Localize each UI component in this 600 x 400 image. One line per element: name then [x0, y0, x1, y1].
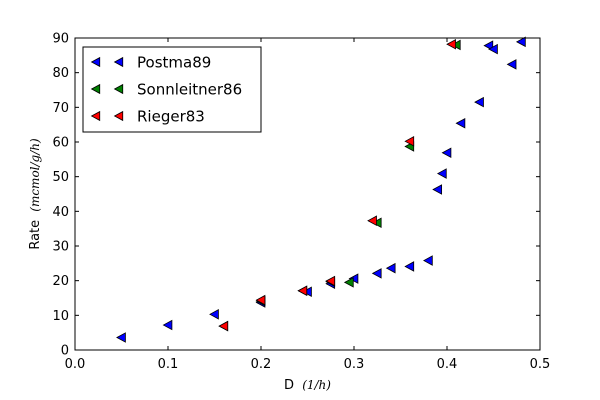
data-point	[162, 319, 173, 331]
legend-marker	[113, 83, 124, 95]
data-point	[455, 118, 466, 129]
data-point	[474, 96, 484, 108]
y-tick-label: 10	[52, 309, 69, 324]
data-point	[218, 320, 229, 332]
x-tick-label: 0.5	[530, 357, 551, 372]
legend-label: Sonnleitner86	[137, 81, 242, 99]
legend: Postma89 Sonnleitner86 Rieger83	[82, 46, 262, 133]
data-point	[209, 309, 219, 320]
data-point	[432, 184, 443, 195]
x-axis-label-unit: (1/h)	[302, 378, 331, 392]
data-point	[404, 261, 415, 272]
y-tick-label: 80	[52, 66, 69, 81]
data-point	[371, 268, 382, 279]
data-point	[367, 215, 377, 226]
legend-marker	[90, 83, 101, 95]
legend-item: Postma89	[90, 54, 211, 72]
x-tick-label: 0.3	[344, 357, 365, 372]
y-axis-label-name: Rate	[28, 220, 43, 250]
y-tick-label: 90	[52, 32, 69, 47]
data-point	[325, 275, 336, 287]
legend-marker	[113, 56, 124, 68]
legend-label: Rieger83	[137, 108, 205, 126]
data-point	[297, 285, 308, 296]
legend-marker	[90, 56, 101, 68]
legend-marker	[113, 110, 124, 122]
x-tick-label: 0.2	[251, 357, 272, 372]
y-tick-label: 30	[52, 240, 69, 255]
series-Rieger83	[218, 38, 456, 332]
y-tick-label: 70	[52, 101, 69, 116]
y-tick-label: 50	[52, 170, 69, 185]
x-tick-label: 0.0	[65, 357, 86, 372]
data-point	[488, 43, 498, 55]
x-tick-label: 0.1	[158, 357, 179, 372]
data-point	[385, 262, 396, 274]
axes-frame	[74, 37, 541, 351]
data-point	[422, 255, 433, 266]
y-tick-label: 60	[52, 136, 69, 151]
y-tick-label: 0	[61, 344, 69, 359]
legend-box	[82, 46, 262, 133]
data-point	[255, 294, 266, 306]
y-tick-label: 40	[52, 205, 69, 220]
data-point	[343, 277, 354, 288]
legend-marker	[90, 110, 101, 122]
y-axis-label: Rate (mcmol/g/h)	[28, 138, 43, 250]
x-axis-label: D (1/h)	[284, 378, 331, 393]
y-axis-label-unit: (mcmol/g/h)	[28, 138, 42, 212]
data-point	[506, 59, 517, 70]
y-tick-label: 20	[52, 274, 69, 289]
data-point	[515, 36, 526, 48]
data-point	[404, 136, 415, 147]
x-axis-label-name: D	[284, 378, 294, 393]
data-point	[441, 147, 452, 159]
legend-label: Postma89	[137, 54, 211, 72]
data-point	[436, 168, 447, 179]
x-tick-label: 0.4	[437, 357, 458, 372]
legend-item: Rieger83	[90, 108, 205, 126]
data-point	[446, 38, 456, 50]
legend-item: Sonnleitner86	[90, 81, 242, 99]
data-point	[116, 332, 126, 343]
